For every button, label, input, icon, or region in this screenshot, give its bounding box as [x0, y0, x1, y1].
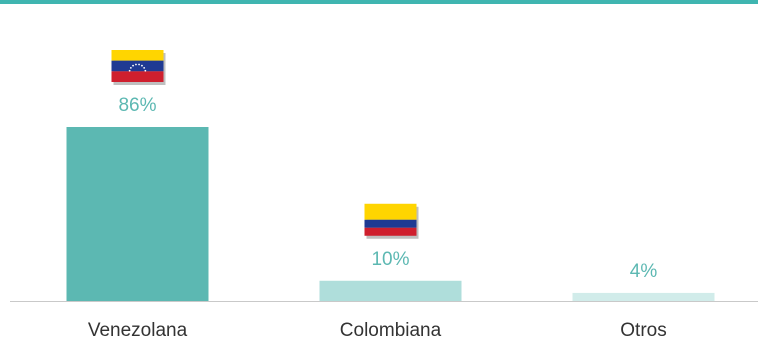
colombia-flag-icon — [364, 203, 419, 239]
category-label-otros: Otros — [620, 320, 666, 341]
category-label-colombiana: Colombiana — [340, 320, 442, 341]
bar-colombiana — [319, 280, 462, 301]
flags-layer — [111, 50, 419, 239]
bar-venezolana — [66, 127, 209, 301]
value-label-venezolana: 86% — [118, 95, 156, 116]
value-label-otros: 4% — [630, 261, 658, 282]
bars-layer — [66, 127, 715, 301]
value-label-colombiana: 10% — [371, 249, 409, 270]
top-accent-rule — [0, 0, 758, 4]
category-label-venezolana: Venezolana — [88, 320, 188, 341]
labels-layer: 86% 10% 4% — [118, 95, 657, 282]
bar-otros — [572, 292, 715, 301]
categories-layer: Venezolana Colombiana Otros — [88, 320, 667, 341]
venezuela-flag-icon — [111, 50, 166, 85]
